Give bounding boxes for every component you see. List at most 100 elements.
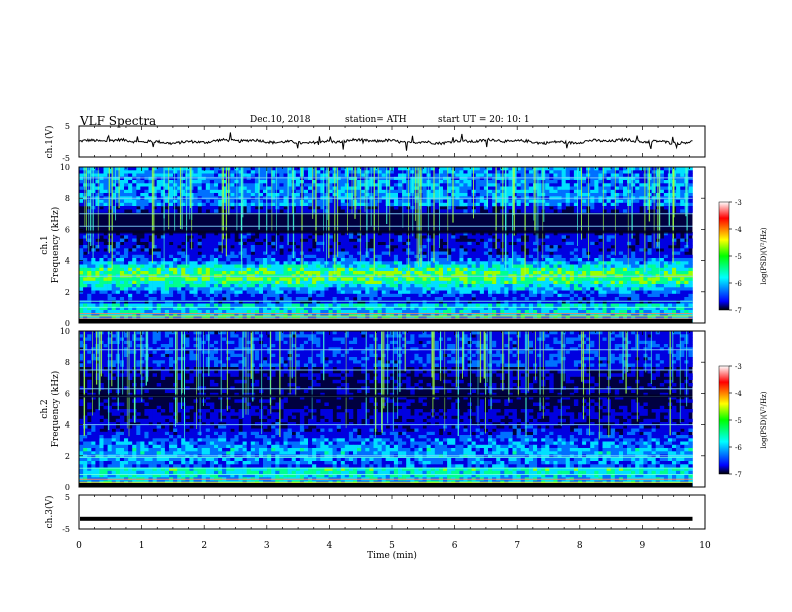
spec-cell <box>103 261 108 265</box>
spec-cell <box>119 290 125 294</box>
spec-cell <box>590 186 595 190</box>
spec-cell <box>140 238 145 242</box>
spec-cell <box>230 287 235 291</box>
spec-cell <box>573 209 579 213</box>
spec-cell <box>128 180 133 184</box>
spec-cell <box>479 271 485 275</box>
spec-cell <box>132 254 137 259</box>
spec-cell <box>169 261 174 265</box>
spec-cell <box>246 277 252 281</box>
spec-cell <box>598 186 603 190</box>
spec-cell <box>639 290 644 294</box>
spec-cell <box>316 199 321 203</box>
spec-cell <box>201 183 207 187</box>
spec-cell <box>152 254 157 259</box>
spec-cell <box>467 280 472 285</box>
spec-cell <box>103 284 108 288</box>
spec-cell <box>557 248 562 252</box>
spec-cell <box>160 261 166 265</box>
spec-cell <box>451 293 456 298</box>
spec-cell <box>545 232 550 236</box>
spec-cell <box>578 248 583 252</box>
spec-cell <box>541 280 546 285</box>
spec-cell <box>516 271 521 275</box>
spec-cell <box>680 287 685 291</box>
spec-cell <box>173 202 178 207</box>
spec-cell <box>447 202 452 207</box>
spec-cell <box>475 271 481 275</box>
spec-cell <box>312 251 317 255</box>
spec-cell <box>283 245 288 249</box>
spec-cell <box>267 271 272 275</box>
spec-cell <box>451 261 456 265</box>
spec-cell <box>283 290 288 294</box>
spec-cell <box>181 261 186 265</box>
spec-cell <box>193 238 198 242</box>
spec-cell <box>267 167 272 171</box>
spec-cell <box>663 271 669 275</box>
spec-cell <box>209 186 215 190</box>
spec-cell <box>492 280 497 285</box>
spec-cell <box>508 271 513 275</box>
spec-cell <box>340 264 346 268</box>
spec-cell <box>643 206 648 210</box>
spec-cell <box>594 245 599 249</box>
spec-cell <box>115 202 121 207</box>
spec-cell <box>528 232 534 236</box>
spec-cell <box>250 180 256 184</box>
spec-cell <box>447 167 452 171</box>
spec-cell <box>606 261 611 265</box>
spec-cell <box>430 261 436 265</box>
spec-cell <box>320 193 325 197</box>
spec-cell <box>537 167 542 171</box>
spec-cell <box>83 293 88 298</box>
spec-cell <box>381 189 387 194</box>
spec-cell <box>631 293 636 298</box>
spec-cell <box>602 193 607 197</box>
spec-cell <box>230 173 235 177</box>
spec-cell <box>214 235 219 239</box>
spec-cell <box>230 251 235 255</box>
spec-cell <box>573 267 579 272</box>
spec-cell <box>553 173 558 177</box>
spec-cell <box>488 264 493 268</box>
spec-cell <box>119 238 125 242</box>
spec-cell <box>222 206 227 210</box>
spec-cell <box>242 284 247 288</box>
spec-cell <box>553 199 558 203</box>
spec-cell <box>426 173 431 177</box>
spec-cell <box>663 183 669 187</box>
spec-cell <box>610 258 616 262</box>
spec-cell <box>647 258 652 262</box>
spec-cell <box>393 258 399 262</box>
spec-cell <box>312 199 317 203</box>
spec-cell <box>549 248 554 252</box>
spec-cell <box>132 235 137 239</box>
spec-cell <box>201 170 207 174</box>
spec-cell <box>447 199 452 203</box>
spec-cell <box>488 193 493 197</box>
spec-cell <box>128 258 133 262</box>
spec-cell <box>111 180 117 184</box>
spec-cell <box>463 189 468 194</box>
spec-cell <box>598 209 603 213</box>
spec-cell <box>492 232 497 236</box>
spec-cell <box>361 202 366 207</box>
spec-cell <box>402 199 407 203</box>
spec-cell <box>688 186 693 190</box>
spec-cell <box>479 280 485 285</box>
spec-cell <box>598 254 603 259</box>
spec-cell <box>627 176 632 181</box>
spec-cell <box>610 238 616 242</box>
spec-cell <box>91 261 96 265</box>
spec-cell <box>275 297 280 301</box>
spec-cell <box>189 258 194 262</box>
spec-cell <box>238 251 243 255</box>
spec-cell <box>316 173 321 177</box>
spec-cell <box>254 277 260 281</box>
spec-cell <box>287 284 292 288</box>
spec-cell <box>528 293 534 298</box>
spec-cell <box>140 271 145 275</box>
spec-cell <box>295 199 301 203</box>
spec-cell <box>320 180 325 184</box>
